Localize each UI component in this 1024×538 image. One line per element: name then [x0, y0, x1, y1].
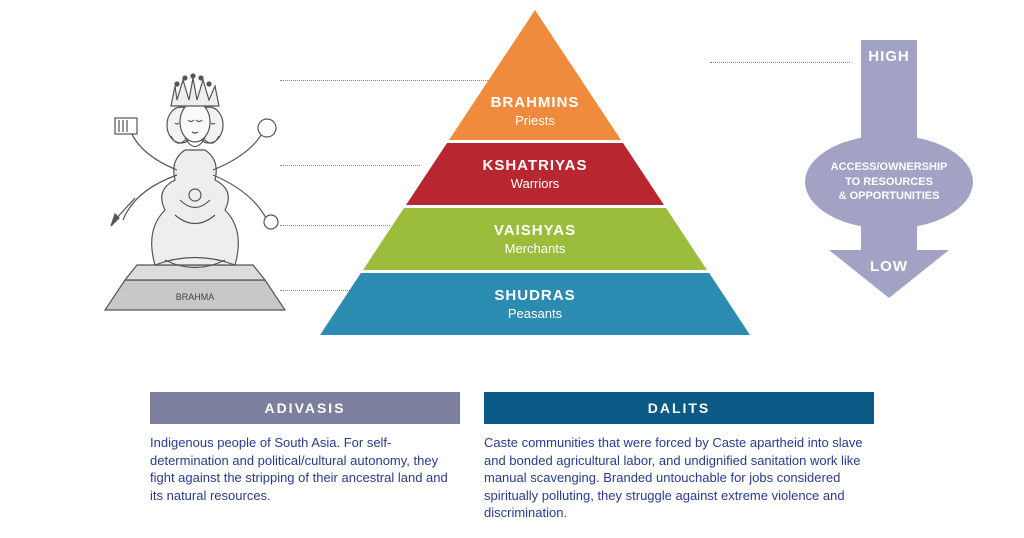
block-body-dalits: Caste communities that were forced by Ca…: [484, 434, 874, 522]
block-adivasis: ADIVASIS Indigenous people of South Asia…: [150, 392, 460, 522]
pyramid-tier-shudras: SHUDRAS Peasants: [320, 273, 750, 335]
pyramid-tier-vaishyas: VAISHYAS Merchants: [363, 208, 707, 270]
arrow-ellipse: ACCESS/OWNERSHIP TO RESOURCES & OPPORTUN…: [805, 135, 973, 229]
block-header-dalits: DALITS: [484, 392, 874, 424]
svg-text:BRAHMA: BRAHMA: [176, 292, 215, 302]
block-dalits: DALITS Caste communities that were force…: [484, 392, 874, 522]
caste-pyramid: BRAHMINS Priests KSHATRIYAS Warriors VAI…: [320, 10, 750, 330]
arrow-label-high: HIGH: [789, 48, 989, 65]
deity-illustration: BRAHMA: [85, 20, 305, 330]
access-arrow-panel: HIGH LOW ACCESS/OWNERSHIP TO RESOURCES &…: [789, 40, 989, 330]
tier-subtitle-vaishyas: Merchants: [505, 241, 566, 256]
block-body-adivasis: Indigenous people of South Asia. For sel…: [150, 434, 460, 504]
bottom-blocks: ADIVASIS Indigenous people of South Asia…: [0, 392, 1024, 522]
tier-subtitle-shudras: Peasants: [508, 306, 562, 321]
deity-svg: BRAHMA: [85, 20, 305, 330]
tier-title-shudras: SHUDRAS: [494, 287, 575, 304]
pyramid-tier-brahmins: BRAHMINS Priests: [449, 10, 621, 140]
block-header-adivasis: ADIVASIS: [150, 392, 460, 424]
tier-subtitle-kshatriyas: Warriors: [511, 176, 560, 191]
ellipse-line-1: ACCESS/OWNERSHIP: [831, 160, 948, 175]
tier-title-kshatriyas: KSHATRIYAS: [482, 157, 587, 174]
ellipse-line-2: TO RESOURCES: [845, 175, 933, 190]
arrow-label-low: LOW: [789, 258, 989, 275]
ellipse-line-3: & OPPORTUNITIES: [839, 189, 940, 204]
tier-title-vaishyas: VAISHYAS: [494, 222, 576, 239]
tier-title-brahmins: BRAHMINS: [491, 94, 580, 111]
tier-subtitle-brahmins: Priests: [515, 113, 555, 128]
pyramid-tier-kshatriyas: KSHATRIYAS Warriors: [406, 143, 664, 205]
